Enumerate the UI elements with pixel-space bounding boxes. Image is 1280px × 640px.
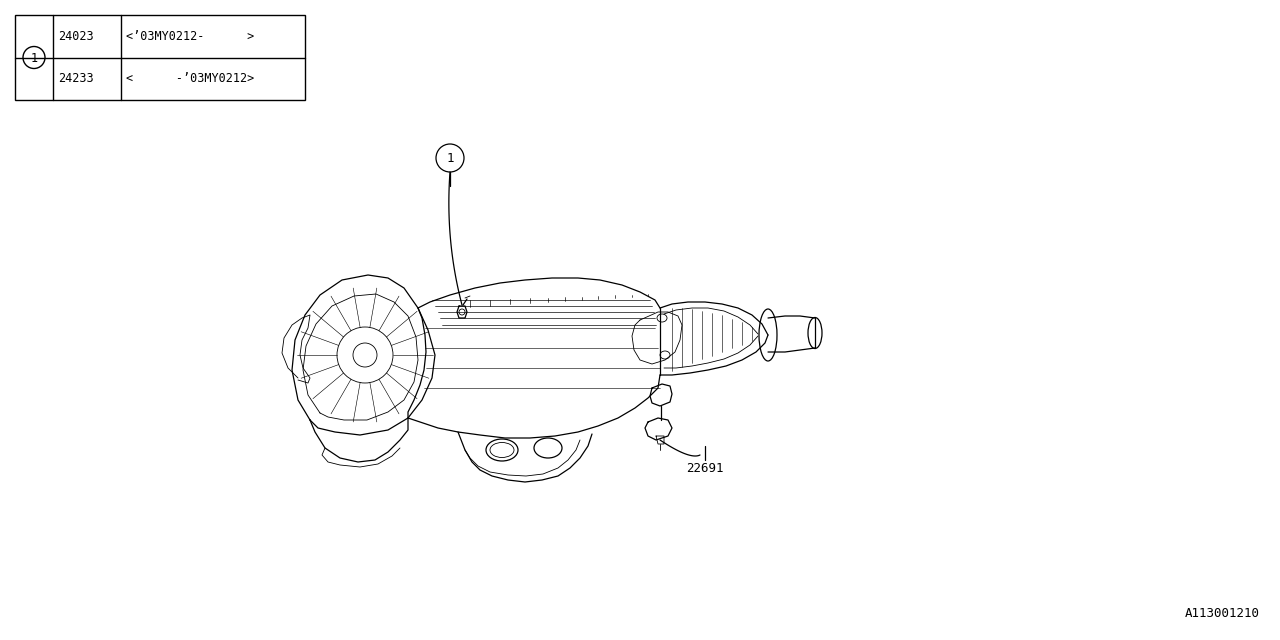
Text: 24233: 24233 xyxy=(58,72,93,85)
Text: 1: 1 xyxy=(447,152,453,166)
Text: 22691: 22691 xyxy=(686,462,723,475)
Bar xyxy=(15,15,305,100)
Text: <      -’03MY0212>: < -’03MY0212> xyxy=(125,72,255,85)
Text: <’03MY0212-      >: <’03MY0212- > xyxy=(125,29,255,43)
Text: 24023: 24023 xyxy=(58,29,93,43)
Text: 1: 1 xyxy=(31,52,37,65)
Text: A113001210: A113001210 xyxy=(1185,607,1260,620)
